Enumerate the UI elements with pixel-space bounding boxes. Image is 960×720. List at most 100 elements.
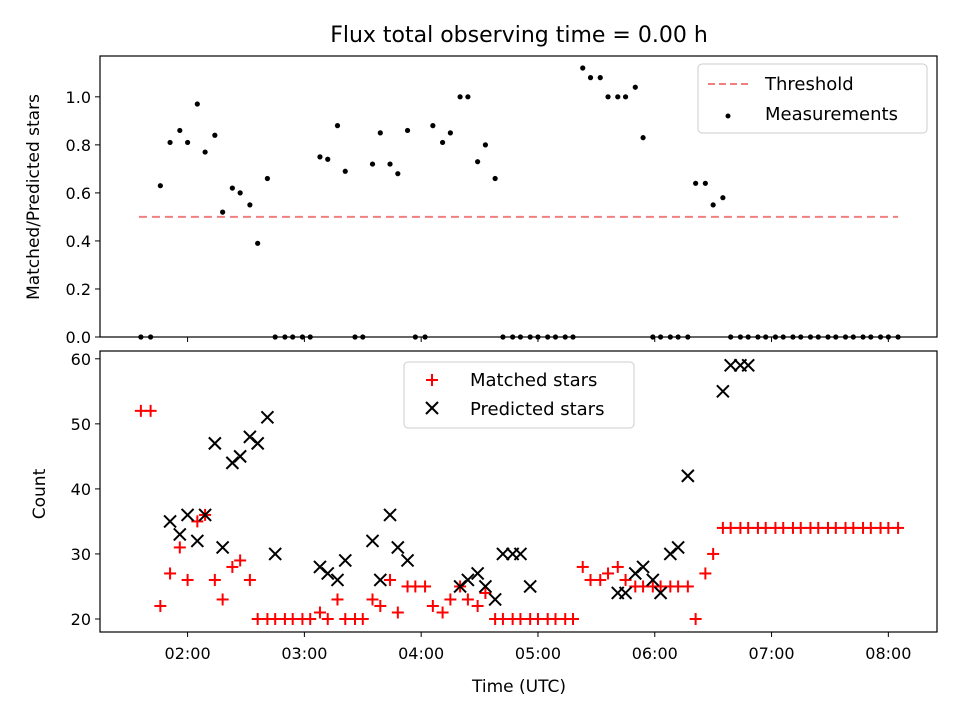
predicted-stars-point <box>233 449 247 464</box>
predicted-stars-point <box>391 540 405 555</box>
measurement-point <box>702 180 708 186</box>
measurement-point <box>447 130 453 136</box>
matched-stars-point <box>208 573 221 586</box>
y-tick-label: 1.0 <box>66 88 91 107</box>
bottom-axes-frame <box>99 350 938 633</box>
predicted-stars-point <box>636 560 650 574</box>
measurement-point <box>202 149 208 155</box>
matched-legend-swatch <box>426 374 438 386</box>
matched-stars-point <box>313 606 326 619</box>
matched-stars-point <box>226 560 239 573</box>
measurement-point <box>482 142 489 148</box>
bottom-panel: 20 30 40 50 60 02:00 03:00 04:00 05:00 06:00 07:0… <box>30 350 938 697</box>
measurement-point <box>342 168 348 174</box>
top-legend-box <box>697 63 928 134</box>
bottom-x-axis: 02:00 03:00 04:00 05:00 06:00 07:00 08:00 <box>165 632 911 663</box>
matched-stars-point <box>611 560 624 573</box>
bottom-y-axis: 20 30 40 50 60 <box>71 350 100 629</box>
bottom-y-axis-label: Count <box>30 468 50 519</box>
measurement-point <box>212 132 218 138</box>
matched-stars-point <box>173 541 186 554</box>
matched-stars-point <box>391 606 404 619</box>
predicted-stars-point <box>163 514 177 529</box>
measurement-point <box>317 154 323 160</box>
measurement-point <box>710 202 716 208</box>
predicted-stars-point <box>618 586 633 600</box>
bottom-x-axis-label: Time (UTC) <box>471 677 566 697</box>
measurement-point <box>597 75 603 81</box>
measurement-point <box>404 127 411 134</box>
predicted-stars-point <box>250 436 265 451</box>
predicted-stars-point <box>215 540 230 555</box>
measurement-point <box>194 101 200 107</box>
x-tick-label: 06:00 <box>632 644 678 663</box>
bottom-legend: Matched stars Predicted stars <box>403 361 635 429</box>
matched-stars-point <box>567 612 580 625</box>
predicted-stars-point <box>400 553 415 568</box>
measurement-point <box>693 180 699 186</box>
measurement-point <box>184 139 191 146</box>
matched-stars-point <box>602 567 615 580</box>
matched-stars-point <box>479 586 492 599</box>
y-tick-label: 0.0 <box>66 328 91 347</box>
x-tick-label: 05:00 <box>515 644 561 663</box>
matched-stars-point <box>144 404 157 417</box>
measurement-point <box>465 94 471 100</box>
matched-stars-point <box>436 606 449 619</box>
matched-stars-point <box>892 521 905 534</box>
top-axes-frame <box>99 55 938 338</box>
bottom-plot-area <box>134 358 905 625</box>
matched-legend-label: Matched stars <box>470 370 597 391</box>
matched-stars-point <box>191 515 204 528</box>
measurement-point <box>387 161 393 167</box>
measurement-point <box>167 139 173 146</box>
predicted-stars-point <box>513 547 528 561</box>
predicted-stars-point <box>268 547 282 561</box>
matched-stars-point <box>471 599 484 612</box>
predicted-stars-point <box>321 566 335 581</box>
predicted-stars-point <box>470 566 485 581</box>
measurements-legend-swatch <box>725 113 731 119</box>
measurement-point <box>264 175 270 182</box>
matched-stars-point <box>374 599 387 612</box>
matched-stars-point <box>366 593 379 606</box>
predicted-stars-point <box>741 358 755 373</box>
measurements-legend-label: Measurements <box>765 104 898 125</box>
measurement-point <box>475 159 481 165</box>
predicted-stars-point <box>523 579 537 594</box>
measurement-point <box>439 139 446 146</box>
predicted-stars-point <box>488 592 502 607</box>
predicted-stars-point <box>653 586 668 600</box>
predicted-legend-label: Predicted stars <box>470 399 604 420</box>
matched-stars-point <box>356 612 369 625</box>
predicted-stars-point <box>681 469 695 483</box>
matched-stars-point <box>419 580 432 593</box>
y-tick-label: 60 <box>71 350 91 369</box>
matched-stars-point <box>304 612 317 625</box>
top-y-axis-label: Matched/Predicted stars <box>24 94 44 300</box>
y-tick-label: 30 <box>71 545 91 564</box>
predicted-stars-point <box>260 410 275 425</box>
measurement-point <box>640 135 646 141</box>
predicted-stars-point <box>330 573 345 587</box>
matched-stars-point <box>444 593 457 606</box>
top-plot-area <box>138 65 901 340</box>
measurement-point <box>369 161 376 167</box>
matched-stars-point <box>699 567 712 580</box>
measurement-point <box>457 94 463 100</box>
predicted-stars-point <box>646 573 660 587</box>
y-tick-label: 20 <box>71 610 91 629</box>
measurement-point <box>587 75 594 81</box>
predicted-stars-point <box>208 436 222 451</box>
matched-stars-point <box>426 599 439 612</box>
measurement-point <box>720 195 726 201</box>
predicted-stars-point <box>496 547 510 561</box>
measurement-point <box>334 123 341 129</box>
measurement-point <box>622 94 629 100</box>
matched-stars-point <box>331 593 344 606</box>
predicted-stars-point <box>373 573 388 587</box>
matched-stars-point <box>164 567 177 580</box>
measurement-point <box>605 94 611 100</box>
measurement-point <box>255 240 261 246</box>
